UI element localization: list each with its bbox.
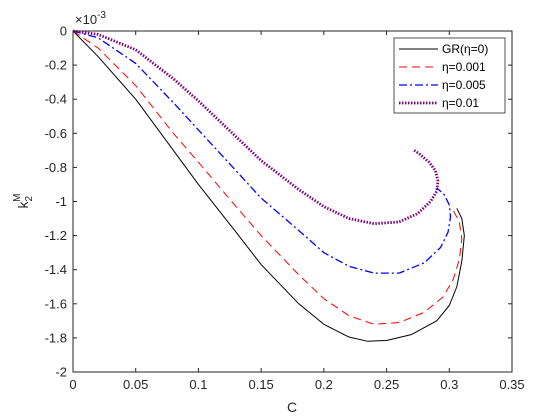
legend-label-0: GR(η=0): [442, 42, 488, 56]
x-tick-label: 0.15: [248, 377, 273, 392]
x-tick-label: 0.3: [440, 377, 458, 392]
series-line-2: [72, 30, 452, 274]
x-tick-label: 0.2: [315, 377, 333, 392]
series-line-1: [72, 30, 463, 325]
series-line-3: [72, 29, 440, 226]
y-tick-label: -0.4: [45, 92, 67, 107]
y-tick-label: -1.2: [45, 228, 67, 243]
series-layer: [72, 29, 465, 342]
y-axis-label-base: k: [15, 200, 31, 208]
legend-label-3: η=0.01: [442, 96, 479, 110]
y-tick-label: -0.8: [45, 160, 67, 175]
x-tick-label: 0.1: [189, 377, 207, 392]
legend: GR(η=0) η=0.001 η=0.005 η=0.01: [393, 37, 506, 114]
y-multiplier: ×10-3: [75, 10, 106, 27]
legend-label-1: η=0.001: [442, 60, 486, 74]
y-axis-label-subscript: 2: [24, 195, 35, 201]
x-axis-label: C: [287, 399, 297, 415]
legend-box: [393, 37, 506, 114]
y-tick-label: -0.6: [45, 126, 67, 141]
y-tick-label: -1.6: [45, 296, 67, 311]
y-axis-ticks: 0 -0.2 -0.4 -0.6 -0.8 -1 -1.2 -1.4 -1.6 -1.8 -2: [45, 24, 512, 380]
y-tick-label: 0: [60, 24, 67, 39]
legend-label-2: η=0.005: [442, 78, 486, 92]
y-tick-label: -1.8: [45, 330, 67, 345]
y-tick-label: -2: [55, 365, 67, 380]
y-tick-label: -0.2: [45, 58, 67, 73]
series-line-0: [72, 30, 465, 342]
x-tick-label: 0.25: [374, 377, 399, 392]
y-axis-label-superscript: M: [12, 194, 23, 202]
y-axis-label: k2M: [12, 194, 35, 209]
y-tick-label: -1.4: [45, 262, 67, 277]
x-tick-label: 0.05: [123, 377, 148, 392]
x-axis-ticks: 0 0.05 0.1 0.15 0.2 0.25 0.3 0.35: [69, 31, 525, 392]
x-tick-label: 0: [69, 377, 76, 392]
svg-text:k2M: k2M: [12, 194, 35, 209]
y-tick-label: -1: [55, 194, 67, 209]
x-tick-label: 0.35: [499, 377, 524, 392]
